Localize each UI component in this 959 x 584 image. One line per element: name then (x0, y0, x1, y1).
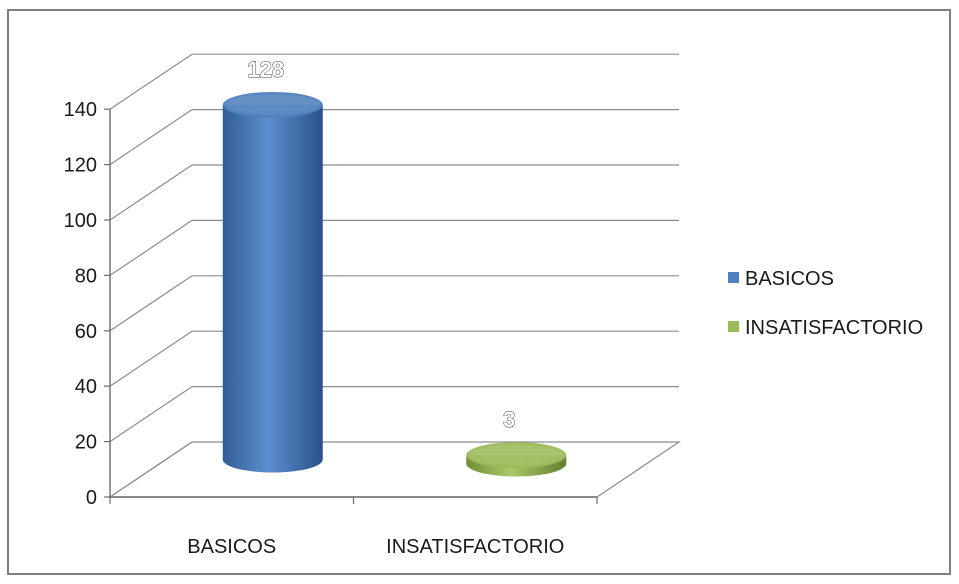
gridline-side-100 (109, 164, 193, 221)
bar-basicos (222, 91, 323, 473)
legend: BASICOS INSATISFACTORIO (728, 268, 923, 339)
bar-top (466, 442, 567, 469)
gridline-side-140 (109, 53, 193, 110)
x-category-label-basicos: BASICOS (187, 536, 276, 558)
gridline-side-20 (109, 386, 193, 443)
bar-insatisfactorio (466, 442, 567, 477)
gridline-side-40 (109, 330, 193, 387)
gridline-side-80 (109, 219, 193, 276)
y-tick-label-100: 100 (64, 210, 97, 232)
bar-top (222, 91, 323, 118)
legend-item-insatisfactorio: INSATISFACTORIO (728, 317, 923, 339)
legend-swatch-basicos (728, 272, 739, 283)
x-category-label-insatisfactorio: INSATISFACTORIO (386, 536, 564, 558)
legend-swatch-insatisfactorio (728, 321, 739, 332)
grid (108, 53, 681, 498)
y-tick-label-40: 40 (75, 376, 97, 398)
chart-frame (7, 9, 951, 575)
y-tick-label-140: 140 (64, 99, 97, 121)
y-tick-label-80: 80 (75, 265, 97, 287)
gridline-side-120 (109, 109, 193, 166)
bar-top-highlight (468, 444, 564, 466)
legend-label-insatisfactorio: INSATISFACTORIO (745, 317, 923, 339)
data-label-basicos: 128 (247, 57, 284, 82)
y-tick-label-120: 120 (64, 155, 97, 177)
legend-label-basicos: BASICOS (745, 268, 834, 290)
data-label-insatisfactorio: 3 (503, 407, 515, 432)
legend-item-basicos: BASICOS (728, 268, 834, 290)
bar-top-highlight (225, 94, 321, 116)
bar-body (222, 104, 323, 473)
gridline-side-60 (109, 275, 193, 332)
y-tick-label-0: 0 (86, 487, 97, 509)
y-tick-label-20: 20 (75, 432, 97, 454)
labels: 0 20 40 60 80 100 120 140 BASICOS INSATISFACTORIO… (64, 56, 565, 558)
y-tick-label-60: 60 (75, 321, 97, 343)
bars (222, 91, 567, 477)
floor (108, 441, 681, 498)
axes (104, 108, 598, 504)
